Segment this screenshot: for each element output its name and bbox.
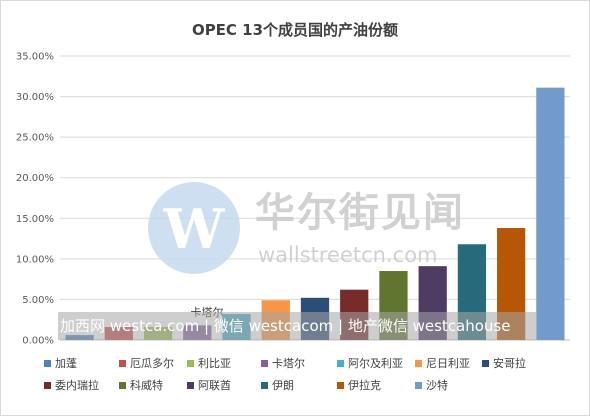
watermark-logo-circle: [148, 182, 240, 274]
legend-swatch: [187, 382, 194, 389]
overlay-banner-bg: [58, 312, 536, 340]
legend-swatch: [337, 360, 344, 367]
chart-title: OPEC 13个成员国的产油份额: [192, 21, 398, 39]
watermark-name-en: wallstreetcn.com: [258, 243, 438, 267]
y-axis: 0.00% 5.00% 10.00% 15.00% 20.00% 25.00% 30.00%…: [16, 52, 54, 347]
legend-label: 伊拉克: [348, 378, 381, 392]
legend-swatch: [187, 360, 194, 367]
legend-swatch: [44, 382, 51, 389]
watermark-logo-letter: W: [163, 197, 226, 261]
legend-swatch: [337, 382, 344, 389]
legend-label: 委内瑞拉: [55, 378, 99, 392]
legend-swatch: [415, 360, 422, 367]
y-tick-label: 0.00%: [22, 336, 54, 347]
legend-label: 利比亚: [198, 357, 231, 370]
legend-label: 科威特: [130, 378, 163, 392]
bar-13: [536, 87, 565, 340]
watermark: W 华尔街见闻 wallstreetcn.com: [148, 182, 465, 274]
y-tick-label: 15.00%: [16, 214, 54, 225]
legend-swatch: [415, 382, 422, 389]
legend-swatch: [482, 360, 489, 367]
y-tick-label: 25.00%: [16, 133, 54, 144]
legend-label: 厄瓜多尔: [130, 356, 174, 370]
legend-label: 卡塔尔: [272, 357, 305, 370]
legend-swatch: [261, 382, 268, 389]
watermark-name-cn: 华尔街见闻: [255, 190, 465, 236]
legend-label: 伊朗: [272, 379, 294, 392]
legend-swatch: [44, 360, 51, 367]
legend-label: 尼日利亚: [426, 357, 470, 370]
legend-label: 阿尔及利亚: [348, 357, 403, 370]
y-tick-label: 10.00%: [16, 254, 54, 265]
legend-swatch: [119, 382, 126, 389]
y-tick-label: 30.00%: [16, 92, 54, 103]
y-tick-label: 5.00%: [22, 295, 54, 306]
overlay-banner-text: 加西网 westca.com | 微信 westcacom | 地产微信 wes…: [60, 317, 510, 335]
legend-label: 安哥拉: [493, 356, 526, 370]
legend-swatch: [261, 360, 268, 367]
overlay-banner: 加西网 westca.com | 微信 westcacom | 地产微信 wes…: [58, 312, 536, 340]
legend-label: 阿联酋: [198, 378, 231, 392]
legend-swatch: [119, 360, 126, 367]
legend-label: 沙特: [426, 378, 448, 392]
y-tick-label: 35.00%: [16, 52, 54, 63]
y-tick-label: 20.00%: [16, 173, 54, 184]
legend-label: 加蓬: [55, 357, 77, 370]
